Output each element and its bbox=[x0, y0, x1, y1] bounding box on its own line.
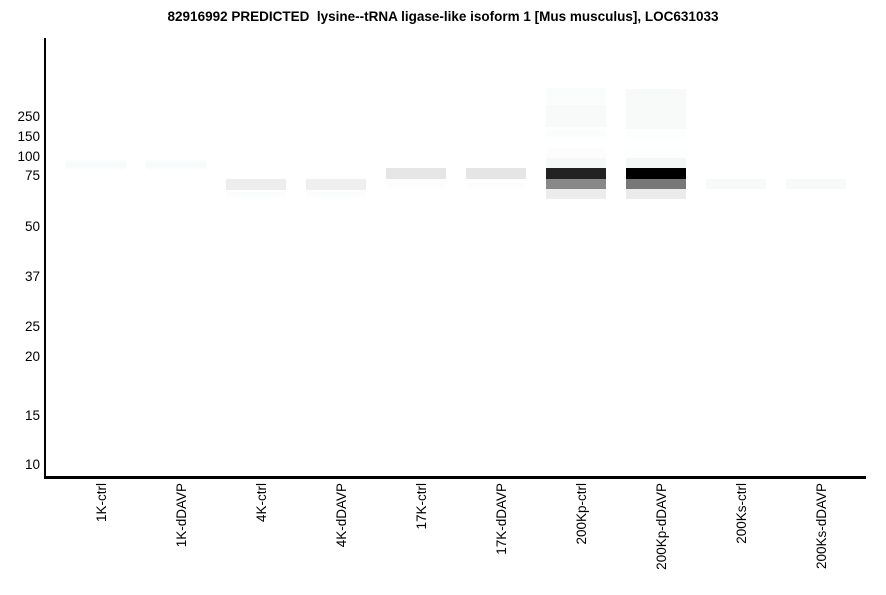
y-axis-tick-label: 100 bbox=[17, 149, 40, 164]
y-axis-tick-label: 20 bbox=[24, 349, 40, 364]
gel-band bbox=[546, 127, 606, 140]
lane-label: 1K-ctrl bbox=[94, 483, 109, 523]
gel-band bbox=[226, 179, 286, 190]
gel-band bbox=[706, 179, 766, 189]
lane-label: 4K-ctrl bbox=[254, 483, 269, 523]
y-axis-tick-label: 10 bbox=[24, 457, 40, 472]
gel-band bbox=[626, 89, 686, 129]
gel-band bbox=[466, 168, 526, 179]
gel-band bbox=[546, 88, 606, 105]
lane-label: 17K-ctrl bbox=[414, 483, 429, 530]
figure-title: 82916992 PREDICTED lysine--tRNA ligase-l… bbox=[167, 9, 719, 24]
y-axis-line bbox=[44, 38, 46, 479]
gel-band bbox=[386, 168, 446, 179]
gel-band bbox=[546, 179, 606, 189]
lane-label: 4K-dDAVP bbox=[334, 483, 349, 548]
gel-band bbox=[626, 158, 686, 168]
lane-label: 200Ks-ctrl bbox=[734, 483, 749, 544]
gel-band bbox=[626, 189, 686, 199]
gel-band bbox=[546, 168, 606, 179]
gel-band bbox=[626, 148, 686, 158]
gel-band bbox=[546, 105, 606, 127]
lane-label: 17K-dDAVP bbox=[494, 483, 509, 555]
y-axis-tick-label: 25 bbox=[24, 319, 40, 334]
gel-band bbox=[546, 158, 606, 168]
gel-band bbox=[626, 168, 686, 179]
y-axis-tick-label: 37 bbox=[24, 269, 40, 284]
y-axis-tick-label: 150 bbox=[17, 129, 40, 144]
gel-band bbox=[626, 179, 686, 189]
gel-band bbox=[146, 159, 206, 171]
gel-band bbox=[626, 129, 686, 141]
gel-band bbox=[306, 190, 366, 198]
lane-label: 200Ks-dDAVP bbox=[814, 483, 829, 570]
y-axis-tick-label: 75 bbox=[24, 168, 40, 183]
gel-band bbox=[226, 190, 286, 198]
lane-label: 1K-dDAVP bbox=[174, 483, 189, 548]
x-axis-line bbox=[44, 476, 866, 479]
gel-band bbox=[306, 179, 366, 190]
y-axis-tick-label: 15 bbox=[24, 408, 40, 423]
y-axis-tick-label: 250 bbox=[17, 109, 40, 124]
y-axis-tick-label: 50 bbox=[24, 219, 40, 234]
gel-band bbox=[466, 179, 526, 190]
gel-band bbox=[386, 179, 446, 190]
gel-band bbox=[66, 159, 126, 171]
gel-band bbox=[546, 189, 606, 199]
gel-band bbox=[786, 179, 846, 189]
lane-label: 200Kp-dDAVP bbox=[654, 483, 669, 570]
lane-label: 200Kp-ctrl bbox=[574, 483, 589, 545]
gel-band bbox=[546, 148, 606, 158]
